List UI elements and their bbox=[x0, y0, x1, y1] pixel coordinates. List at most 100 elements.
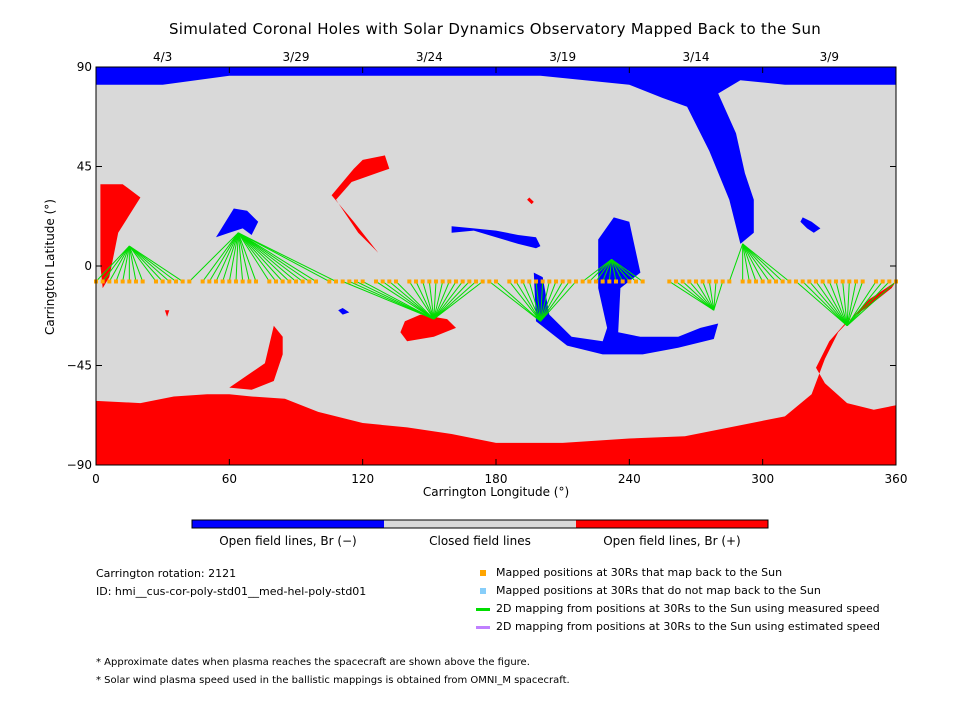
mapping-line-97 bbox=[815, 281, 848, 326]
mapping-line-23 bbox=[237, 232, 270, 282]
mapping-line-92 bbox=[742, 243, 784, 282]
mapping-line-36 bbox=[362, 281, 435, 320]
mapped-point-19 bbox=[234, 279, 238, 284]
x-tick-label-4: 240 bbox=[618, 472, 641, 486]
mapping-line-13 bbox=[188, 232, 239, 282]
mapping-line-78 bbox=[682, 281, 715, 311]
mapping-line-72 bbox=[611, 259, 624, 282]
mapping-lines-layer bbox=[95, 232, 897, 327]
mapped-point-20 bbox=[240, 279, 245, 284]
mapping-line-38 bbox=[382, 281, 435, 320]
mapped-point-64 bbox=[567, 279, 572, 284]
mapping-line-95 bbox=[802, 281, 848, 327]
x-tick-label-0: 0 bbox=[92, 472, 100, 486]
mapped-point-8 bbox=[154, 279, 158, 284]
coronal-hole-south-spur bbox=[229, 325, 283, 390]
colorbar-frame bbox=[191, 519, 769, 529]
coronal-hole-southeast-positive bbox=[400, 314, 456, 342]
y-tick-label-3: −45 bbox=[67, 359, 92, 373]
mapping-line-91 bbox=[742, 243, 777, 282]
mapped-point-21 bbox=[247, 279, 252, 284]
mapping-line-75 bbox=[611, 258, 643, 282]
mapped-point-50 bbox=[467, 279, 472, 284]
mapped-point-104 bbox=[860, 279, 865, 284]
mapped-point-98 bbox=[820, 279, 825, 284]
x-tick-label-1: 60 bbox=[222, 472, 237, 486]
mapped-point-79 bbox=[687, 279, 692, 284]
mapping-line-106 bbox=[846, 281, 884, 327]
note-dates: * Approximate dates when plasma reaches … bbox=[96, 657, 530, 668]
x-tick-label-3: 180 bbox=[485, 472, 508, 486]
mapped-point-78 bbox=[680, 279, 685, 284]
mapping-line-96 bbox=[808, 281, 848, 327]
mapping-line-10 bbox=[129, 245, 170, 282]
coronal-hole-south-polar bbox=[96, 281, 896, 465]
x-tick-label-5: 300 bbox=[751, 472, 774, 486]
x-tick-label-2: 120 bbox=[351, 472, 374, 486]
mapped-point-53 bbox=[487, 279, 492, 284]
mapped-point-9 bbox=[160, 279, 165, 284]
legend-item-mapped-back: Mapped positions at 30Rs that map back t… bbox=[476, 566, 946, 584]
mapped-point-102 bbox=[847, 279, 852, 284]
mapping-line-62 bbox=[539, 281, 557, 322]
mapped-point-16 bbox=[214, 279, 218, 284]
mapped-point-94 bbox=[794, 279, 798, 284]
mapped-point-42 bbox=[414, 279, 418, 284]
mapping-line-100 bbox=[835, 281, 848, 326]
x-axis-label: Carrington Longitude (°) bbox=[422, 485, 570, 499]
mapping-line-30 bbox=[237, 232, 317, 282]
map-layer bbox=[96, 67, 896, 465]
mapped-point-91 bbox=[774, 279, 778, 284]
mapping-line-70 bbox=[608, 259, 613, 282]
mapping-line-26 bbox=[237, 232, 290, 282]
mapping-line-85 bbox=[728, 243, 744, 282]
mapped-point-107 bbox=[887, 279, 892, 284]
mapping-line-14 bbox=[202, 232, 239, 282]
colorbar-segment-0 bbox=[192, 520, 384, 528]
mapping-line-24 bbox=[237, 232, 277, 282]
coronal-hole-small-320 bbox=[800, 217, 821, 233]
colorbar-label-closed: Closed field lines bbox=[429, 534, 531, 548]
mapping-line-101 bbox=[842, 281, 848, 326]
mapped-point-24 bbox=[274, 279, 278, 284]
model-id: ID: hmi__cus-cor-poly-std01__med-hel-pol… bbox=[96, 585, 367, 598]
y-axis-label: Carrington Latitude (°) bbox=[43, 199, 57, 335]
axes-layer: 0 60 120 180 240 300 360 90 45 0 −45 −90 4/3 3/29 3/24… bbox=[67, 50, 908, 486]
coronal-hole-central-negative bbox=[533, 217, 719, 355]
mapping-line-8 bbox=[128, 245, 157, 282]
mapped-point-85 bbox=[727, 279, 732, 284]
mapped-point-63 bbox=[560, 279, 565, 284]
date-label-0: 4/3 bbox=[153, 50, 172, 64]
orange-square-icon bbox=[480, 570, 486, 576]
mapping-line-69 bbox=[602, 259, 613, 282]
mapped-point-56 bbox=[514, 279, 518, 284]
mapping-line-43 bbox=[422, 281, 435, 320]
mapping-line-9 bbox=[128, 245, 164, 282]
mapping-line-39 bbox=[389, 281, 435, 320]
mapped-point-74 bbox=[634, 279, 638, 284]
note-speed: * Solar wind plasma speed used in the ba… bbox=[96, 675, 570, 686]
mapping-line-2 bbox=[108, 245, 130, 282]
mapped-point-26 bbox=[287, 279, 292, 284]
mapped-point-77 bbox=[674, 279, 678, 284]
mapping-line-82 bbox=[708, 281, 715, 311]
mapping-line-76 bbox=[669, 281, 715, 311]
mapped-point-105 bbox=[874, 279, 878, 284]
mapping-line-81 bbox=[702, 281, 715, 311]
mapping-line-45 bbox=[433, 281, 437, 320]
mapped-point-1 bbox=[100, 279, 105, 284]
mapped-point-84 bbox=[720, 279, 725, 284]
mapped-point-82 bbox=[707, 279, 712, 284]
colorbar bbox=[191, 519, 769, 529]
mapping-line-79 bbox=[688, 281, 715, 311]
mapping-line-63 bbox=[540, 281, 564, 322]
mapping-line-93 bbox=[742, 243, 790, 282]
mapped-point-100 bbox=[834, 279, 838, 284]
mapping-line-25 bbox=[237, 232, 284, 282]
mapping-line-88 bbox=[742, 243, 757, 282]
mapping-line-42 bbox=[415, 281, 435, 320]
mapped-point-43 bbox=[420, 279, 425, 284]
purple-line-icon bbox=[476, 625, 490, 629]
mapping-line-65 bbox=[540, 281, 577, 322]
mapped-point-101 bbox=[840, 279, 845, 284]
